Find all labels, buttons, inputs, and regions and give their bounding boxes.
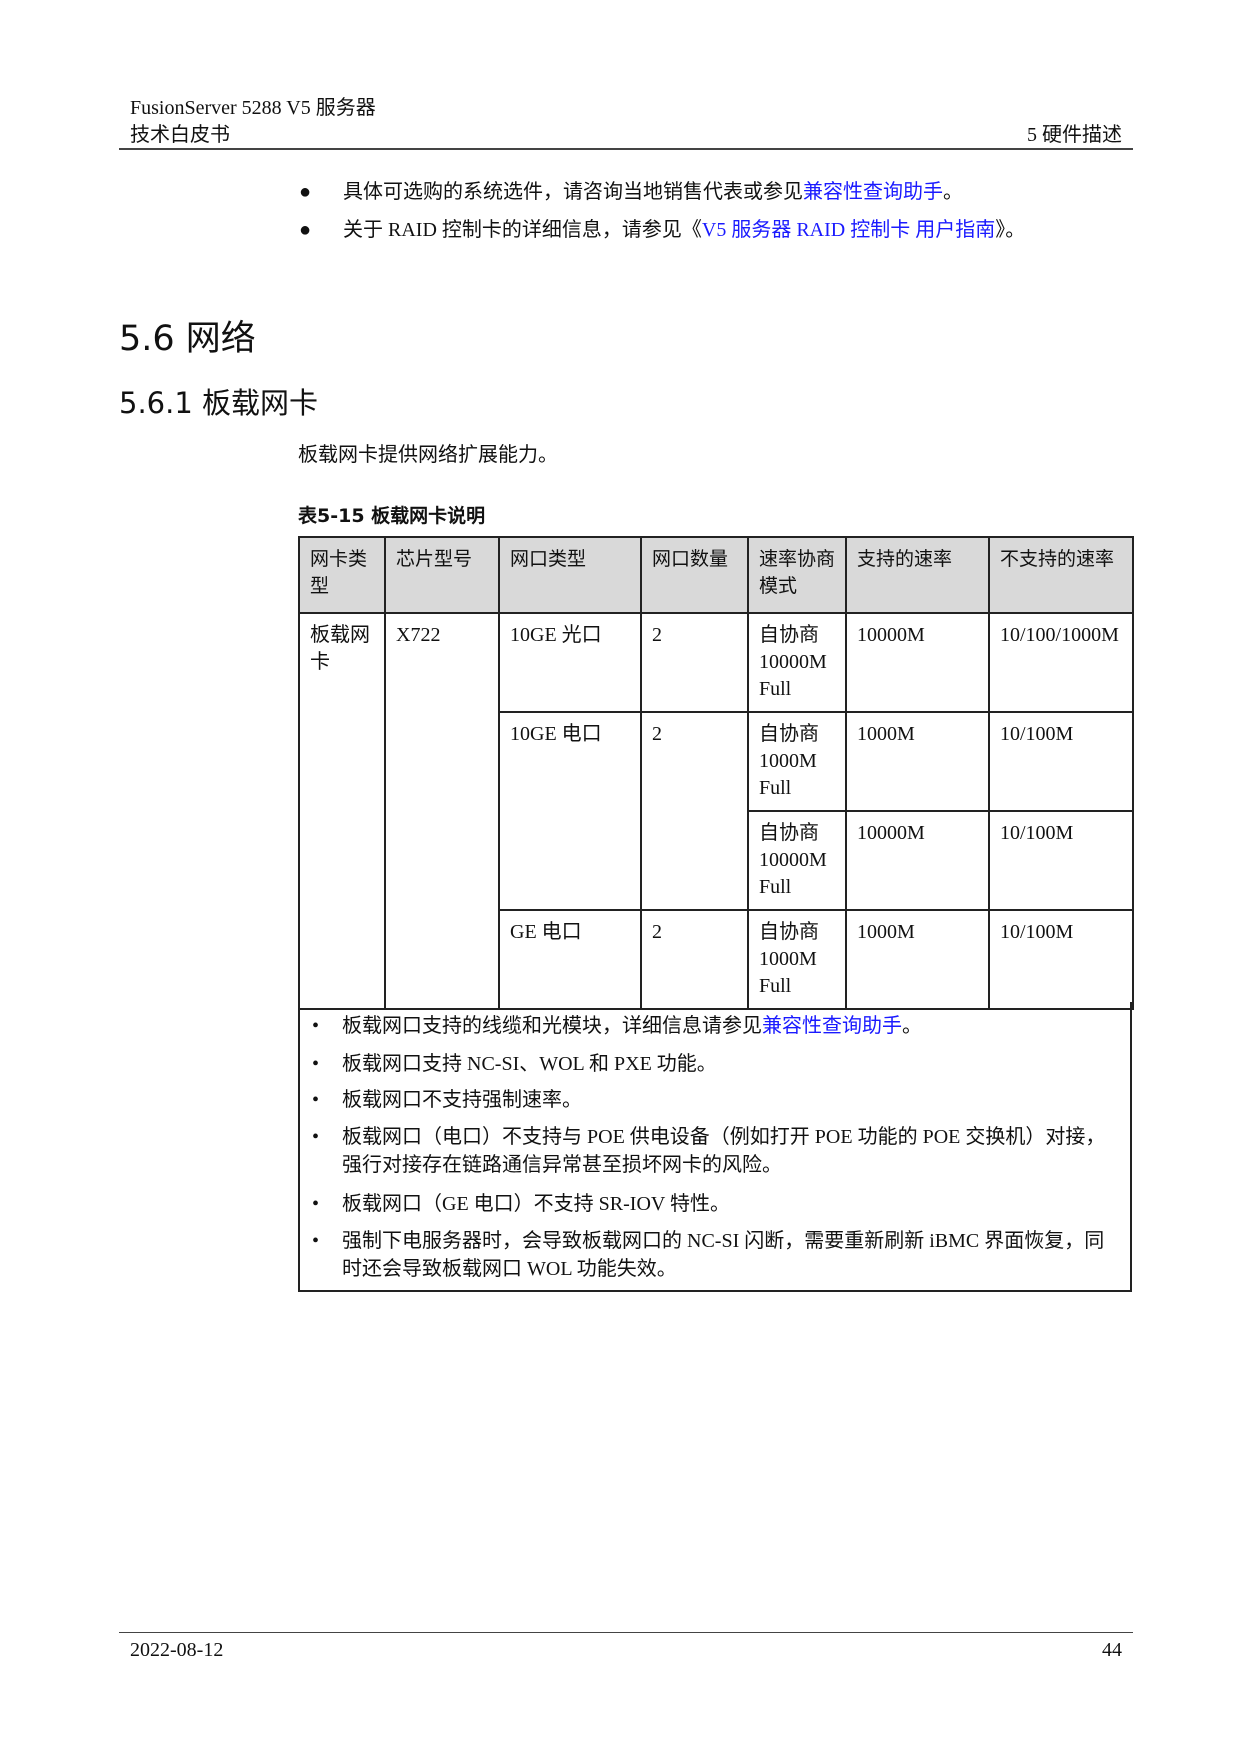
footer-date: 2022-08-12 [130,1639,224,1661]
note-text: 板载网口支持 NC-SI、WOL 和 PXE 功能。 [342,1053,717,1075]
cell-supported: 10000M [845,612,990,713]
cell-count: 2 [640,909,749,1010]
compat-link[interactable]: 兼容性查询助手 [803,181,943,203]
bullet-icon: ● [299,219,312,241]
cell-count: 2 [640,711,749,911]
table-row: 10GE 电口 2 自协商 1000M Full 1000M 10/100M [299,711,1134,911]
col-header: 网卡类型 [298,536,386,614]
cell-supported: 1000M [845,711,990,812]
cell-unsupported: 10/100M [988,711,1134,812]
cell-count: 2 [640,612,749,713]
intro-bullet: ● 关于 RAID 控制卡的详细信息，请参见《V5 服务器 RAID 控制卡 用… [299,216,1026,244]
bullet-icon: ● [299,181,312,203]
note-item: • 强制下电服务器时，会导致板载网口的 NC-SI 闪断，需要重新刷新 iBMC … [312,1227,1112,1283]
bullet-text: 具体可选购的系统选件，请咨询当地销售代表或参见 [343,181,803,203]
col-header: 网口类型 [498,536,642,614]
paragraph: 板载网卡提供网络扩展能力。 [298,444,558,466]
col-header: 网口数量 [640,536,749,614]
table-caption: 表5-15 板载网卡说明 [298,505,486,527]
subsection-title: 5.6.1 板载网卡 [119,386,319,420]
cell-port-type: 10GE 光口 [498,612,642,713]
bullet-icon: • [312,1053,320,1075]
table-row: 自协商 10000M Full 10000M 10/100M [299,810,1134,911]
bullet-text: 。 [943,181,963,203]
table-notes: • 板载网口支持的线缆和光模块，详细信息请参见兼容性查询助手。 • 板载网口支持 N… [298,1002,1132,1292]
header-rule [119,148,1133,150]
cell-supported: 10000M [845,810,990,911]
note-text: 强制下电服务器时，会导致板载网口的 NC-SI 闪断，需要重新刷新 iBMC 界… [342,1230,1105,1280]
header-chapter: 5 硬件描述 [1027,124,1122,146]
note-item: • 板载网口支持 NC-SI、WOL 和 PXE 功能。 [312,1050,1112,1078]
cell-mode: 自协商 10000M Full [747,612,847,713]
col-header: 不支持的速率 [988,536,1134,614]
bullet-icon: • [312,1126,320,1148]
note-item: • 板载网口（GE 电口）不支持 SR-IOV 特性。 [312,1190,1112,1218]
intro-bullet: ● 具体可选购的系统选件，请咨询当地销售代表或参见兼容性查询助手。 [299,178,963,206]
cell-unsupported: 10/100M [988,909,1134,1010]
cell-unsupported: 10/100/1000M [988,612,1134,713]
cell-nic-type: 板载网卡 [298,612,386,1010]
note-item: • 板载网口不支持强制速率。 [312,1086,1112,1114]
bullet-text: 关于 RAID 控制卡的详细信息，请参见《 [343,219,702,241]
cell-supported: 1000M [845,909,990,1010]
header-doc-type: 技术白皮书 [130,124,230,146]
bullet-icon: • [312,1015,320,1037]
note-text: 板载网口不支持强制速率。 [342,1089,582,1111]
note-text: 板载网口支持的线缆和光模块，详细信息请参见 [342,1015,762,1037]
compat-link[interactable]: 兼容性查询助手 [762,1015,902,1037]
cell-mode: 自协商 10000M Full [747,810,847,911]
note-item: • 板载网口（电口）不支持与 POE 供电设备（例如打开 POE 功能的 POE … [312,1123,1112,1179]
cell-port-type: GE 电口 [498,909,642,1010]
bullet-icon: • [312,1193,320,1215]
section-title: 5.6 网络 [119,319,256,359]
cell-mode: 自协商 1000M Full [747,909,847,1010]
cell-mode: 自协商 1000M Full [747,711,847,812]
col-header: 速率协商模式 [747,536,847,614]
cell-unsupported: 10/100M [988,810,1134,911]
note-text: 板载网口（GE 电口）不支持 SR-IOV 特性。 [342,1193,730,1215]
raid-guide-link[interactable]: V5 服务器 RAID 控制卡 用户指南 [701,219,996,241]
cell-chip: X722 [384,612,500,1010]
bullet-icon: • [312,1230,320,1252]
bullet-text: 》。 [995,219,1026,241]
page-number: 44 [1102,1639,1122,1661]
note-item: • 板载网口支持的线缆和光模块，详细信息请参见兼容性查询助手。 [312,1012,1112,1040]
bullet-icon: • [312,1089,320,1111]
header-product: FusionServer 5288 V5 服务器 [130,97,376,119]
cell-port-type: 10GE 电口 [498,711,642,911]
col-header: 芯片型号 [384,536,500,614]
table-row: 板载网卡 X722 10GE 光口 2 自协商 10000M Full 1000… [298,612,1134,1010]
table-header-row: 网卡类型 芯片型号 网口类型 网口数量 速率协商模式 支持的速率 不支持的速率 [298,536,1134,614]
note-text: 。 [902,1015,922,1037]
col-header: 支持的速率 [845,536,990,614]
note-text: 板载网口（电口）不支持与 POE 供电设备（例如打开 POE 功能的 POE 交… [342,1126,1106,1176]
nic-table: 网卡类型 芯片型号 网口类型 网口数量 速率协商模式 支持的速率 不支持的速率 … [298,536,1134,1010]
footer-rule [119,1632,1133,1633]
table-row: GE 电口 2 自协商 1000M Full 1000M 10/100M [299,909,1134,1010]
